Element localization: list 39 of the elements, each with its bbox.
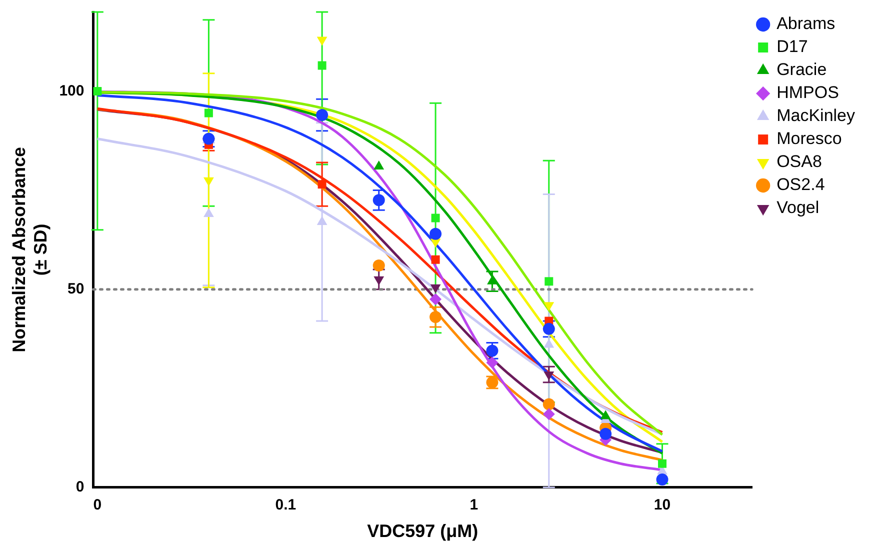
point — [318, 61, 326, 70]
legend-label: Moresco — [776, 129, 842, 148]
y-tick-label: 100 — [59, 82, 84, 100]
point — [658, 459, 666, 468]
point — [544, 277, 554, 286]
point — [372, 260, 385, 272]
point — [374, 276, 384, 286]
x-tick-label: 10 — [654, 496, 671, 514]
point — [431, 255, 440, 264]
x-tick-label: 0 — [93, 496, 102, 514]
point — [542, 398, 555, 410]
point — [600, 410, 611, 420]
legend-label: Gracie — [776, 60, 827, 80]
point — [600, 428, 612, 440]
point — [430, 284, 441, 294]
point — [430, 293, 442, 306]
y-tick-label: 50 — [68, 280, 84, 298]
point — [431, 214, 440, 222]
point — [542, 408, 555, 420]
point — [430, 228, 442, 240]
point — [316, 36, 328, 46]
legend-label: HMPOS — [776, 83, 839, 102]
legend-label: Vogel — [776, 198, 820, 218]
y-tick-label: 0 — [76, 478, 84, 496]
x-axis-title: VDC597 (μM) — [367, 521, 478, 542]
x-tick-label: 0.1 — [275, 496, 296, 514]
point — [656, 473, 668, 486]
point — [318, 180, 326, 189]
legend-label: OS2.4 — [776, 175, 825, 194]
legend-label: MacKinley — [776, 106, 856, 126]
point — [486, 356, 498, 369]
legend-label: Abrams — [776, 14, 836, 34]
legend-label: OSA8 — [776, 152, 822, 172]
point — [544, 338, 554, 348]
legend-label: D17 — [776, 37, 808, 56]
x-tick-label: 1 — [470, 496, 478, 514]
y-axis-title: Normalized Absorbance (± SD) — [8, 147, 50, 352]
point — [316, 109, 328, 122]
point — [374, 160, 384, 170]
